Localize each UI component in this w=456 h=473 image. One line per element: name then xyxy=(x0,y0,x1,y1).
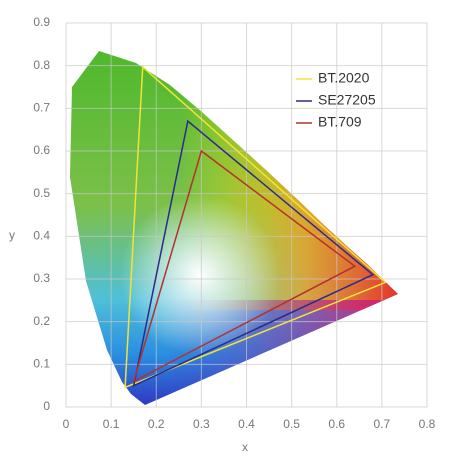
x-tick-label: 0.8 xyxy=(419,417,436,431)
legend-label: BT.709 xyxy=(318,114,362,130)
x-tick-label: 0.2 xyxy=(148,417,165,431)
y-tick-label: 0.8 xyxy=(33,58,50,72)
y-axis-label: y xyxy=(9,228,15,242)
gamut-line xyxy=(132,119,375,387)
x-tick-label: 0.4 xyxy=(238,417,255,431)
y-tick-label: 0.1 xyxy=(33,357,50,371)
gamut-line xyxy=(124,65,387,389)
x-tick-label: 0.3 xyxy=(193,417,210,431)
gamut-line xyxy=(132,149,357,383)
x-tick-label: 0.5 xyxy=(283,417,300,431)
y-tick-label: 0 xyxy=(43,399,50,413)
x-tick-label: 0.7 xyxy=(374,417,391,431)
x-tick-label: 0.6 xyxy=(328,417,345,431)
x-axis-label: x xyxy=(242,440,248,454)
y-tick-label: 0.9 xyxy=(33,15,50,29)
y-tick-label: 0.4 xyxy=(33,229,50,243)
y-tick-label: 0.2 xyxy=(33,314,50,328)
legend-label: SE27205 xyxy=(318,92,376,108)
y-tick-label: 0.6 xyxy=(33,143,50,157)
y-tick-label: 0.7 xyxy=(33,101,50,115)
legend-label: BT.2020 xyxy=(318,70,370,86)
y-tick-label: 0.3 xyxy=(33,271,50,285)
y-tick-label: 0.5 xyxy=(33,186,50,200)
x-tick-label: 0 xyxy=(63,417,70,431)
x-tick-label: 0.1 xyxy=(103,417,120,431)
